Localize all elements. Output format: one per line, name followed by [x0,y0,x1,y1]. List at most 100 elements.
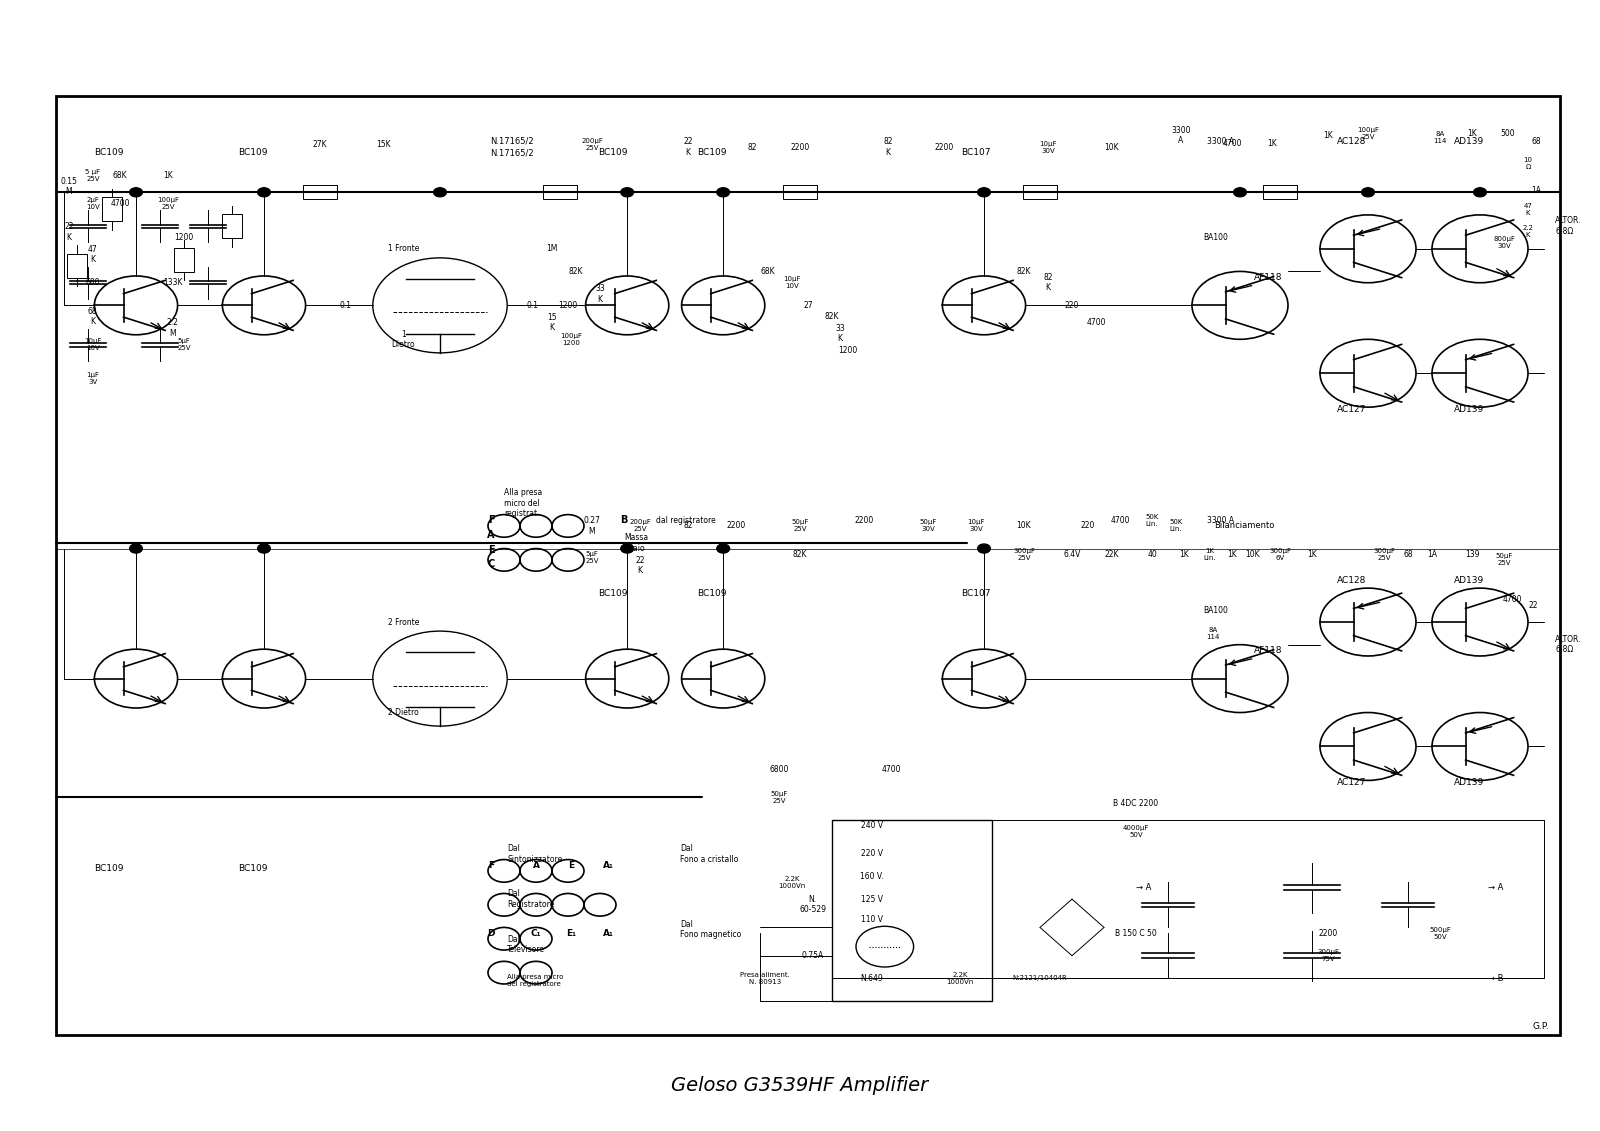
Text: 22K: 22K [1104,550,1120,559]
Text: F: F [488,861,494,870]
Text: 47
K: 47 K [88,244,98,265]
Text: BC109: BC109 [238,864,267,873]
Text: D: D [488,929,494,938]
Text: E₁: E₁ [566,929,576,938]
Text: 4000µF
50V: 4000µF 50V [1123,824,1149,838]
Text: 800µF
30V: 800µF 30V [1493,235,1515,249]
Text: 100µF
25V: 100µF 25V [157,197,179,210]
Text: 15
K: 15 K [547,312,557,333]
Circle shape [130,544,142,553]
Text: 2200: 2200 [726,521,746,530]
Text: 0.27
M: 0.27 M [584,516,600,536]
Text: 10K: 10K [1104,143,1120,152]
Text: N.17165/2: N.17165/2 [490,137,534,146]
Text: 6.4V: 6.4V [1064,550,1080,559]
Circle shape [978,188,990,197]
Text: 3300 A: 3300 A [1208,137,1234,146]
Circle shape [258,188,270,197]
Text: 100µF
25V: 100µF 25V [1357,127,1379,140]
Bar [102,197,122,222]
Text: AC127: AC127 [1338,405,1366,414]
Text: 68
K: 68 K [88,307,98,327]
Text: 40: 40 [1147,550,1157,559]
Circle shape [621,188,634,197]
Text: 2200: 2200 [934,143,954,152]
Text: AC128: AC128 [1338,137,1366,146]
Text: Dal
Fono a cristallo: Dal Fono a cristallo [680,844,738,864]
Text: 47
K: 47 K [1523,202,1533,216]
Text: 1K: 1K [1323,131,1333,140]
Text: AD139: AD139 [1454,405,1483,414]
Text: 5µF
25V: 5µF 25V [178,338,190,352]
Text: 4700: 4700 [1086,318,1106,327]
Text: 2.2K
1000Vn: 2.2K 1000Vn [778,875,806,889]
Text: Dal
Sintonizzatore: Dal Sintonizzatore [507,844,563,864]
Text: 1K
Lin.: 1K Lin. [1203,547,1216,561]
Text: AC127: AC127 [1338,778,1366,787]
Text: 3300
A: 3300 A [1171,126,1190,146]
Text: 1K: 1K [1227,550,1237,559]
Text: 125 V: 125 V [861,895,883,904]
Bar [174,248,194,273]
Text: 22: 22 [1528,601,1538,610]
Circle shape [130,188,142,197]
Text: 2200: 2200 [854,516,874,525]
Text: 15K: 15K [376,140,392,149]
Text: Bilanciamento: Bilanciamento [1214,521,1275,530]
Text: 1A: 1A [1531,185,1541,195]
Text: Dal
Fono magnetico: Dal Fono magnetico [680,920,741,940]
Text: Presa aliment.
N. 80913: Presa aliment. N. 80913 [739,972,790,985]
Text: 133K: 133K [163,278,182,287]
Bar [1262,185,1298,199]
Text: 2 Fronte: 2 Fronte [387,618,419,627]
Text: BC109: BC109 [698,589,726,598]
Bar [67,253,86,278]
Text: 4700: 4700 [110,199,130,208]
Text: Dal
Televisore: Dal Televisore [507,934,546,955]
Text: BA100: BA100 [1203,606,1229,615]
Text: 1
Dietro: 1 Dietro [392,329,414,349]
Bar [832,820,992,1001]
Text: AD139: AD139 [1454,576,1483,585]
Text: 2200: 2200 [790,143,810,152]
Text: N.649: N.649 [861,974,883,983]
Circle shape [1234,188,1246,197]
Text: B 4DC 2200: B 4DC 2200 [1114,798,1158,808]
Text: BC109: BC109 [94,864,123,873]
Text: 300µF
25V: 300µF 25V [1373,547,1395,561]
Text: 1M: 1M [546,244,558,253]
Text: 22
K: 22 K [635,555,645,576]
Text: AD139: AD139 [1454,137,1483,146]
Circle shape [717,544,730,553]
Text: BC107: BC107 [962,148,990,157]
Text: BC109: BC109 [238,148,267,157]
Text: 10µF
10V: 10µF 10V [85,338,101,352]
Circle shape [1474,188,1486,197]
Text: 1200: 1200 [838,346,858,355]
Text: 300µF
6V: 300µF 6V [1269,547,1291,561]
Text: 50µF
25V: 50µF 25V [771,791,787,804]
Bar [56,96,1560,1035]
Text: 1K: 1K [1467,129,1477,138]
Text: 82
K: 82 K [1043,273,1053,293]
Text: 50K
Lin.: 50K Lin. [1146,513,1158,527]
Text: 2200: 2200 [1318,929,1338,938]
Text: 22
K: 22 K [683,137,693,157]
Circle shape [1362,188,1374,197]
Text: Alla presa micro
del registratore: Alla presa micro del registratore [507,974,563,987]
Text: 0.1: 0.1 [339,301,352,310]
Text: 2µF
10V: 2µF 10V [86,197,99,210]
Text: 160 V.: 160 V. [861,872,883,881]
Text: 27: 27 [803,301,813,310]
Text: A₁: A₁ [603,929,613,938]
Text: 50µF
25V: 50µF 25V [792,519,808,533]
Circle shape [621,544,634,553]
Circle shape [258,544,270,553]
Text: 8A
114: 8A 114 [1206,627,1219,640]
Text: Massa
telaio: Massa telaio [624,533,648,553]
Text: AC128: AC128 [1338,576,1366,585]
Text: 10K: 10K [1016,521,1032,530]
Bar [222,214,242,239]
Text: 82: 82 [683,521,693,530]
Text: 3300 A: 3300 A [1208,516,1234,525]
